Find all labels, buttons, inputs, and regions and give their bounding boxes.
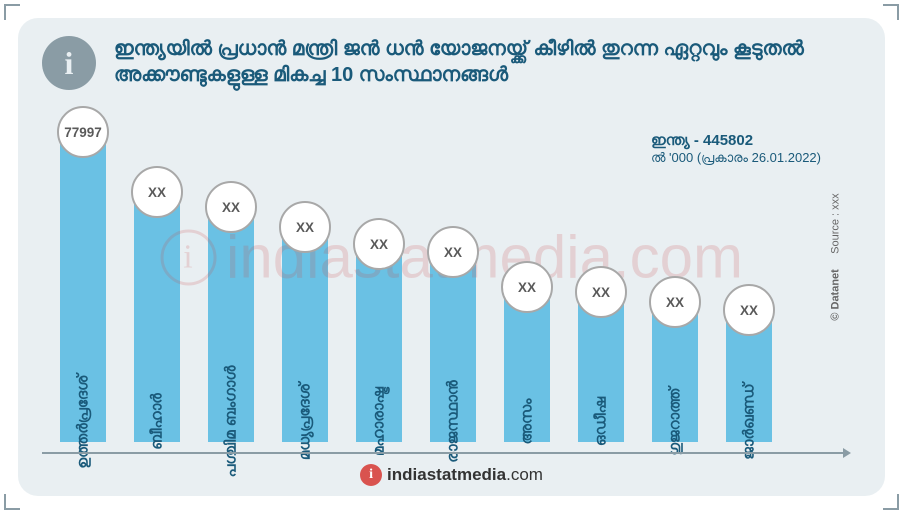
bar-label: മഹാരാഷ്ട്ര <box>371 387 388 456</box>
value-bubble: 77997 <box>57 106 109 158</box>
bar: പശ്ചിമ ബംഗാൾ <box>208 217 254 442</box>
bar: ജാർഖണ്ഡ് <box>726 320 772 442</box>
bar: ഗുജറാത്ത് <box>652 312 698 442</box>
corner-decor <box>4 4 20 20</box>
value-bubble: XX <box>131 166 183 218</box>
bar: ബീഹാർ <box>134 202 180 442</box>
info-icon: i <box>42 36 96 90</box>
value-bubble: XX <box>649 276 701 328</box>
value-bubble: XX <box>427 226 479 278</box>
bar-wrapper: XXരാജസ്ഥാൻ <box>430 226 476 442</box>
bar-label: ഉത്തർപ്രദേശ് <box>75 374 92 468</box>
country-note: ൽ '000 (പ്രകാരം 26.01.2022) <box>651 150 821 166</box>
bar: മഹാരാഷ്ട്ര <box>356 254 402 442</box>
source-label: Source : <box>829 210 841 254</box>
value-bubble: XX <box>723 284 775 336</box>
country-total: ഇന്ത്യ - 445802 <box>651 132 821 149</box>
footer-logo: i indiastatmedia.com <box>360 464 543 486</box>
bar-label: പശ്ചിമ ബംഗാൾ <box>223 366 240 478</box>
bar-label: ജാർഖണ്ഡ് <box>741 383 758 459</box>
page-container: i ഇന്ത്യയിൽ പ്രധാൻ മന്ത്രി ജൻ ധൻ യോജനയ്ക… <box>0 0 903 514</box>
bar-wrapper: XXഗുജറാത്ത് <box>652 276 698 442</box>
source-value: xxx <box>829 193 841 210</box>
bar-label: അസം <box>519 399 536 445</box>
bar: ഒഡീഷ <box>578 302 624 442</box>
value-bubble: XX <box>279 201 331 253</box>
value-bubble: XX <box>575 266 627 318</box>
corner-decor <box>883 4 899 20</box>
sidebar-credits: © Datanet Source : xxx <box>829 193 841 320</box>
logo-text: indiastatmedia.com <box>387 465 543 485</box>
country-value: 445802 <box>703 132 753 149</box>
value-bubble: XX <box>353 218 405 270</box>
bar-label: ഒഡീഷ <box>593 397 610 446</box>
bar-label: മധ്യപ്രദേശ് <box>297 383 314 460</box>
bar: ഉത്തർപ്രദേശ് <box>60 142 106 442</box>
bar-label: ഗുജറാത്ത് <box>667 387 684 455</box>
bar-wrapper: 77997ഉത്തർപ്രദേശ് <box>60 106 106 442</box>
bar: മധ്യപ്രദേശ് <box>282 237 328 442</box>
corner-decor <box>4 494 20 510</box>
header: i ഇന്ത്യയിൽ പ്രധാൻ മന്ത്രി ജൻ ധൻ യോജനയ്ക… <box>42 36 861 90</box>
bar: അസം <box>504 297 550 442</box>
bar: രാജസ്ഥാൻ <box>430 262 476 442</box>
separator: - <box>690 132 703 149</box>
bar-wrapper: XXമധ്യപ്രദേശ് <box>282 201 328 442</box>
footer: i indiastatmedia.com <box>18 464 885 486</box>
infographic-card: i ഇന്ത്യയിൽ പ്രധാൻ മന്ത്രി ജൻ ധൻ യോജനയ്ക… <box>18 18 885 496</box>
bar-wrapper: XXഒഡീഷ <box>578 266 624 442</box>
corner-decor <box>883 494 899 510</box>
bar-label: രാജസ്ഥാൻ <box>445 380 462 462</box>
bar-wrapper: XXജാർഖണ്ഡ് <box>726 284 772 442</box>
bar-wrapper: XX അസം <box>504 261 550 442</box>
value-bubble: XX <box>205 181 257 233</box>
baseline-arrow <box>42 452 845 454</box>
country-info: ഇന്ത്യ - 445802 ൽ '000 (പ്രകാരം 26.01.20… <box>651 132 821 166</box>
bar-wrapper: XXപശ്ചിമ ബംഗാൾ <box>208 181 254 442</box>
credit: © Datanet <box>829 269 841 321</box>
country-label: ഇന്ത്യ <box>651 132 690 149</box>
bar-label: ബീഹാർ <box>149 393 166 450</box>
bar-wrapper: XXബീഹാർ <box>134 166 180 442</box>
value-bubble: XX <box>501 261 553 313</box>
bar-wrapper: XXമഹാരാഷ്ട്ര <box>356 218 402 442</box>
chart-title: ഇന്ത്യയിൽ പ്രധാൻ മന്ത്രി ജൻ ധൻ യോജനയ്ക്ക… <box>114 36 861 88</box>
logo-icon: i <box>360 464 382 486</box>
chart-area: ഇന്ത്യ - 445802 ൽ '000 (പ്രകാരം 26.01.20… <box>42 102 861 442</box>
